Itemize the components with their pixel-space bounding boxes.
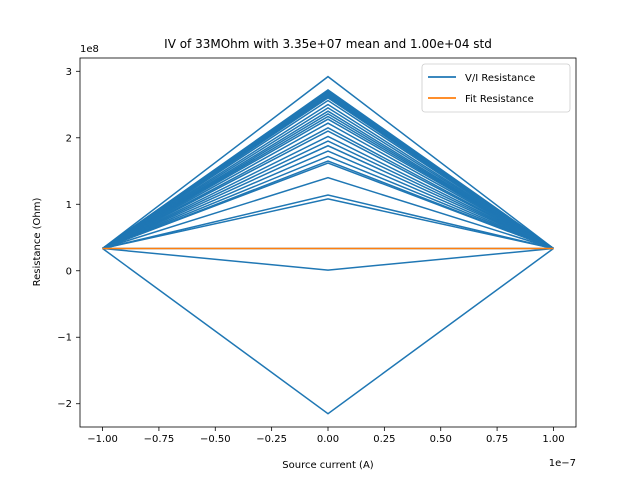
vi-resistance-line bbox=[102, 75, 554, 250]
y-axis-multiplier: 1e8 bbox=[80, 44, 99, 55]
vi-resistance-line bbox=[102, 135, 554, 250]
vi-resistance-line bbox=[102, 140, 554, 250]
vi-resistance-line bbox=[102, 118, 554, 250]
y-tick-label: −1 bbox=[57, 333, 72, 344]
y-tick-label: 1 bbox=[66, 200, 72, 211]
x-tick-label: −0.25 bbox=[256, 434, 287, 445]
x-tick-label: 0.50 bbox=[430, 434, 452, 445]
vi-resistance-line bbox=[102, 176, 554, 250]
vi-resistance-line bbox=[102, 110, 554, 250]
x-axis-multiplier: 1e−7 bbox=[549, 458, 576, 469]
vi-resistance-line bbox=[102, 150, 554, 250]
y-tick-label: 3 bbox=[66, 67, 72, 78]
x-tick-label: 1.00 bbox=[542, 434, 564, 445]
vi-resistance-line bbox=[102, 162, 554, 250]
series-layer bbox=[102, 75, 554, 415]
vi-resistance-line bbox=[102, 103, 554, 250]
x-tick-label: 0.25 bbox=[373, 434, 395, 445]
vi-resistance-line bbox=[102, 130, 554, 250]
vi-resistance-line bbox=[102, 247, 554, 271]
vi-resistance-line bbox=[102, 247, 554, 415]
vi-resistance-line bbox=[102, 112, 554, 250]
x-tick-label: 0.00 bbox=[317, 434, 339, 445]
vi-resistance-line bbox=[102, 99, 554, 250]
y-tick-label: −2 bbox=[57, 399, 72, 410]
legend-box bbox=[421, 63, 571, 113]
ticks-layer: −1.00 −0.75 −0.50 −0.25 0.00 0.25 0.50 0.75 1.00… bbox=[57, 67, 564, 445]
vi-resistance-line bbox=[102, 115, 554, 250]
y-tick-label: 0 bbox=[66, 266, 72, 277]
x-tick-label: 0.75 bbox=[486, 434, 508, 445]
vi-resistance-line bbox=[102, 155, 554, 250]
vi-resistance-line bbox=[102, 122, 554, 250]
legend-label-fit: Fit Resistance bbox=[465, 94, 534, 105]
x-tick-label: −0.75 bbox=[144, 434, 175, 445]
legend-label-vi: V/I Resistance bbox=[465, 73, 535, 84]
y-tick-label: 2 bbox=[66, 133, 72, 144]
x-tick-label: −1.00 bbox=[87, 434, 118, 445]
x-axis-label: Source current (A) bbox=[282, 460, 374, 471]
legend: V/I Resistance Fit Resistance bbox=[421, 63, 571, 113]
x-tick-label: −0.50 bbox=[200, 434, 231, 445]
vi-resistance-line bbox=[102, 126, 554, 250]
y-axis-label: Resistance (Ohm) bbox=[32, 197, 43, 286]
vi-resistance-line bbox=[102, 144, 554, 250]
vi-resistance-line bbox=[102, 106, 554, 250]
vi-resistance-line bbox=[102, 194, 554, 250]
chart-title: IV of 33MOhm with 3.35e+07 mean and 1.00… bbox=[164, 37, 492, 51]
vi-resistance-line bbox=[102, 198, 554, 250]
